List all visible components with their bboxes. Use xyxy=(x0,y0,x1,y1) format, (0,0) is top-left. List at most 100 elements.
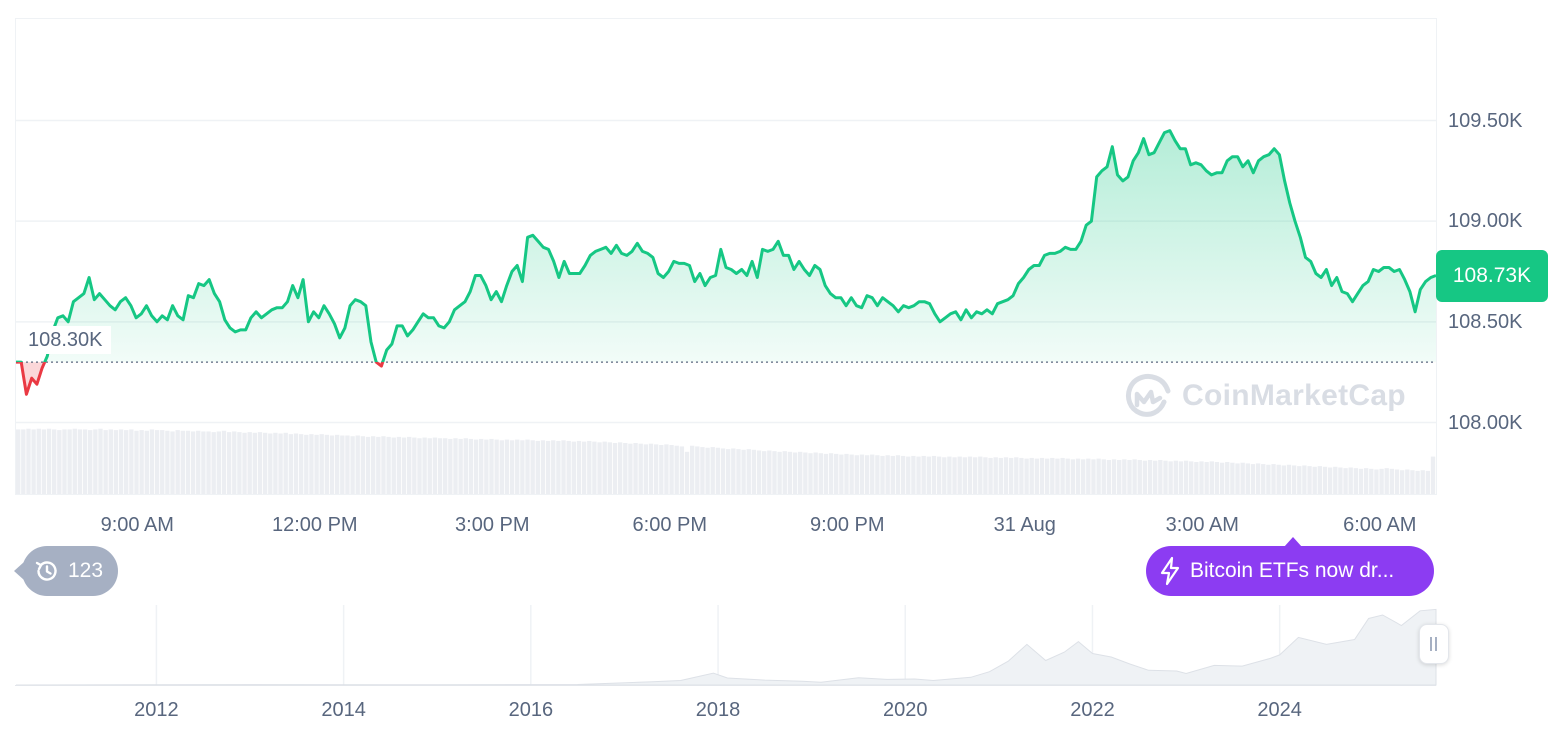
volume-bar xyxy=(895,455,901,494)
volume-bar xyxy=(304,434,309,494)
volume-bar xyxy=(252,432,258,494)
volume-bar xyxy=(124,430,129,494)
volume-bar xyxy=(638,443,643,494)
volume-bar xyxy=(108,429,113,494)
volume-bar xyxy=(412,437,417,494)
volume-bar xyxy=(947,456,952,494)
volume-bar xyxy=(1302,465,1307,494)
main-price-chart[interactable] xyxy=(0,0,1566,500)
volume-bar xyxy=(520,440,525,494)
volume-bar xyxy=(134,430,139,494)
navigator-tick-label: 2014 xyxy=(321,699,366,721)
navigator-chart[interactable] xyxy=(0,600,1566,700)
volume-bar xyxy=(669,445,674,494)
volume-bar xyxy=(1225,462,1230,494)
volume-bar xyxy=(489,438,494,494)
volume-bar xyxy=(499,440,504,494)
news-button[interactable]: Bitcoin ETFs now dr... xyxy=(1146,537,1434,596)
volume-bar xyxy=(1158,460,1163,494)
volume-bar xyxy=(633,443,638,494)
volume-bar xyxy=(62,429,67,494)
volume-bar xyxy=(731,448,736,494)
volume-bar xyxy=(1276,464,1281,494)
volume-bar xyxy=(334,434,340,494)
volume-bar xyxy=(911,455,916,494)
volume-bar xyxy=(1147,460,1153,494)
volume-bar xyxy=(129,429,134,494)
volume-bar xyxy=(551,440,556,494)
volume-bar xyxy=(798,451,803,494)
volume-bar xyxy=(926,456,931,494)
volume-bar xyxy=(206,431,211,494)
volume-bar xyxy=(576,440,582,494)
volume-bar xyxy=(473,439,479,494)
volume-bar xyxy=(314,434,319,494)
volume-bar xyxy=(659,445,664,494)
volume-bar xyxy=(715,447,721,494)
volume-bar xyxy=(1106,460,1112,494)
navigator-tick-label: 2018 xyxy=(695,699,741,721)
volume-bar xyxy=(437,438,443,494)
volume-bar xyxy=(530,440,535,494)
volume-bar xyxy=(906,456,911,494)
drag-handle-icon[interactable] xyxy=(1419,624,1449,664)
volume-bar xyxy=(1168,461,1173,494)
volume-bar xyxy=(185,430,191,494)
y-tick-label: 108.00K xyxy=(1448,411,1523,434)
volume-bar xyxy=(741,449,746,494)
volume-bar xyxy=(1065,458,1070,494)
volume-bar xyxy=(648,443,654,494)
volume-bar xyxy=(1430,456,1436,494)
volume-bar xyxy=(309,434,314,494)
volume-bar xyxy=(443,438,448,494)
volume-bar xyxy=(1410,470,1415,494)
volume-bar xyxy=(77,429,83,494)
volume-bars xyxy=(16,428,1436,494)
volume-bar xyxy=(767,450,772,494)
navigator-tick-label: 2016 xyxy=(508,699,554,721)
volume-bar xyxy=(967,456,973,494)
volume-bar xyxy=(931,455,937,494)
volume-bar xyxy=(1055,458,1060,494)
volume-bar xyxy=(1312,466,1317,494)
volume-bar xyxy=(26,428,31,494)
watermark-text: CoinMarketCap xyxy=(1182,379,1406,412)
volume-bar xyxy=(1122,459,1127,494)
navigator-tick-label: 2022 xyxy=(1070,699,1115,721)
volume-bar xyxy=(237,432,242,494)
volume-bar xyxy=(103,430,108,494)
volume-bar xyxy=(1014,457,1019,494)
volume-bar xyxy=(849,454,854,494)
volume-bar xyxy=(623,443,628,494)
history-button[interactable]: 123 xyxy=(14,546,118,596)
volume-bar xyxy=(1405,469,1410,494)
volume-bar xyxy=(1086,458,1091,494)
volume-bar xyxy=(1399,470,1405,494)
volume-bar xyxy=(427,438,432,494)
volume-bar xyxy=(916,456,921,494)
volume-bar xyxy=(1044,458,1050,494)
volume-bar xyxy=(1199,461,1204,494)
volume-bar xyxy=(1050,457,1055,494)
volume-bar xyxy=(1338,467,1343,494)
volume-bar xyxy=(1142,460,1148,494)
price-line-up xyxy=(16,129,1437,363)
volume-bar xyxy=(82,429,88,494)
volume-bar xyxy=(407,436,412,494)
volume-bar xyxy=(571,441,576,494)
volume-bar xyxy=(365,436,371,494)
volume-bar xyxy=(978,456,983,494)
volume-bar xyxy=(792,452,798,494)
volume-bar xyxy=(1183,460,1189,494)
volume-bar xyxy=(705,447,710,494)
volume-bar xyxy=(936,456,942,494)
volume-bar xyxy=(1348,467,1353,494)
volume-bar xyxy=(36,428,41,494)
volume-bar xyxy=(1034,458,1040,494)
volume-bar xyxy=(813,452,818,494)
volume-bar xyxy=(175,430,180,494)
volume-bar xyxy=(283,432,288,494)
open-price-label: 108.30K xyxy=(20,326,111,354)
volume-bar xyxy=(700,447,705,494)
